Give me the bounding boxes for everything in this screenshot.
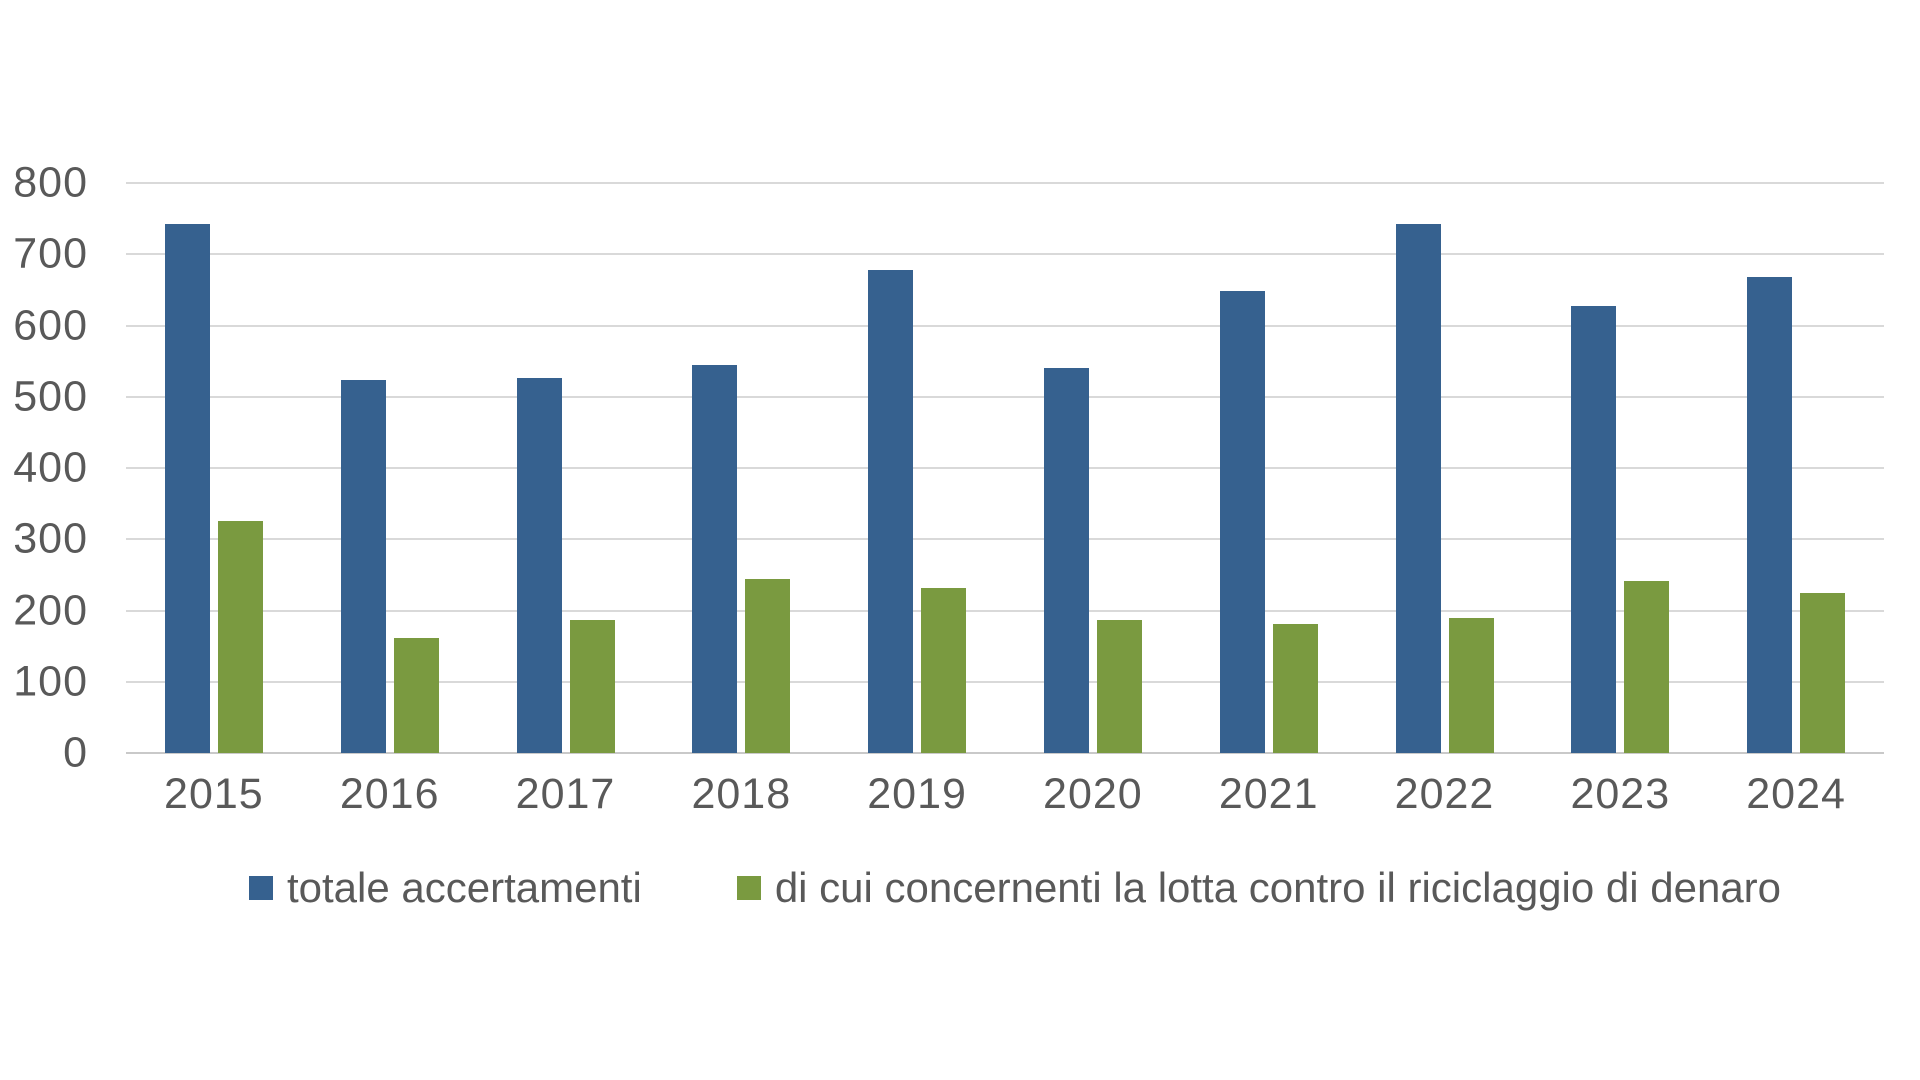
bar-totale-accertamenti-2015 [164, 224, 210, 753]
bar-totale-accertamenti-2022 [1395, 224, 1441, 753]
y-tick-label: 400 [13, 443, 88, 492]
x-tick-label-2022: 2022 [1394, 770, 1495, 818]
bar-riciclaggio-di-denaro-2016 [393, 637, 439, 753]
y-tick-label: 800 [13, 158, 88, 207]
bar-riciclaggio-di-denaro-2023 [1624, 580, 1670, 753]
x-tick-label-2018: 2018 [691, 770, 792, 818]
gridline [126, 182, 1884, 184]
bar-totale-accertamenti-2019 [868, 269, 914, 753]
chart-legend: totale accertamenti di cui concernenti l… [55, 864, 1920, 912]
legend-label-riciclaggio-di-denaro: di cui concernenti la lotta contro il ri… [774, 864, 1782, 911]
gridline [126, 680, 1884, 683]
y-axis: 0 100 200 300 400 500 600 700 800 [0, 159, 88, 777]
x-tick-label-2021: 2021 [1218, 770, 1319, 818]
x-axis: 2015 2016 2017 2018 2019 2020 2021 2022 2023 2024 [126, 770, 1884, 826]
gridline [126, 395, 1884, 398]
bar-riciclaggio-di-denaro-2021 [1272, 624, 1318, 753]
y-tick-label: 300 [13, 514, 88, 563]
bar-totale-accertamenti-2024 [1747, 277, 1793, 753]
bar-riciclaggio-di-denaro-2015 [217, 520, 263, 753]
x-tick-label-2023: 2023 [1570, 770, 1671, 818]
bar-riciclaggio-di-denaro-2022 [1448, 617, 1494, 753]
bar-riciclaggio-di-denaro-2024 [1800, 592, 1846, 753]
legend-item-totale-accertamenti: totale accertamenti [248, 864, 642, 912]
legend-label-totale-accertamenti: totale accertamenti [286, 864, 642, 911]
bar-riciclaggio-di-denaro-2018 [745, 579, 791, 753]
bar-totale-accertamenti-2023 [1571, 306, 1617, 753]
x-tick-label-2019: 2019 [867, 770, 967, 818]
legend-item-riciclaggio-di-denaro: di cui concernenti la lotta contro il ri… [736, 864, 1782, 912]
x-tick-label-2015: 2015 [164, 770, 264, 818]
bar-totale-accertamenti-2018 [692, 365, 738, 753]
bar-totale-accertamenti-2021 [1219, 291, 1265, 753]
x-tick-label-2017: 2017 [515, 770, 616, 818]
bar-totale-accertamenti-2016 [340, 380, 386, 753]
gridline [126, 609, 1884, 612]
plot-area [126, 182, 1884, 754]
y-tick-label: 700 [13, 229, 88, 278]
y-tick-label: 200 [13, 586, 88, 634]
legend-swatch-totale-accertamenti [248, 876, 273, 900]
bar-riciclaggio-di-denaro-2019 [921, 588, 967, 753]
x-tick-label-2020: 2020 [1043, 770, 1143, 818]
bar-totale-accertamenti-2020 [1043, 368, 1089, 753]
legend-swatch-riciclaggio-di-denaro [736, 876, 761, 900]
y-tick-label: 100 [13, 657, 88, 706]
bar-totale-accertamenti-2017 [516, 378, 562, 753]
bar-riciclaggio-di-denaro-2017 [569, 619, 615, 753]
gridline [126, 467, 1884, 469]
y-tick-label: 600 [13, 301, 88, 349]
y-tick-label: 0 [63, 728, 88, 777]
bar-riciclaggio-di-denaro-2020 [1096, 619, 1142, 753]
x-tick-label-2024: 2024 [1746, 770, 1846, 818]
x-tick-label-2016: 2016 [339, 770, 440, 818]
gridline [126, 253, 1884, 256]
gridline [126, 538, 1884, 541]
x-axis-line [126, 752, 1884, 754]
y-tick-label: 500 [13, 372, 88, 421]
gridline [126, 324, 1884, 327]
